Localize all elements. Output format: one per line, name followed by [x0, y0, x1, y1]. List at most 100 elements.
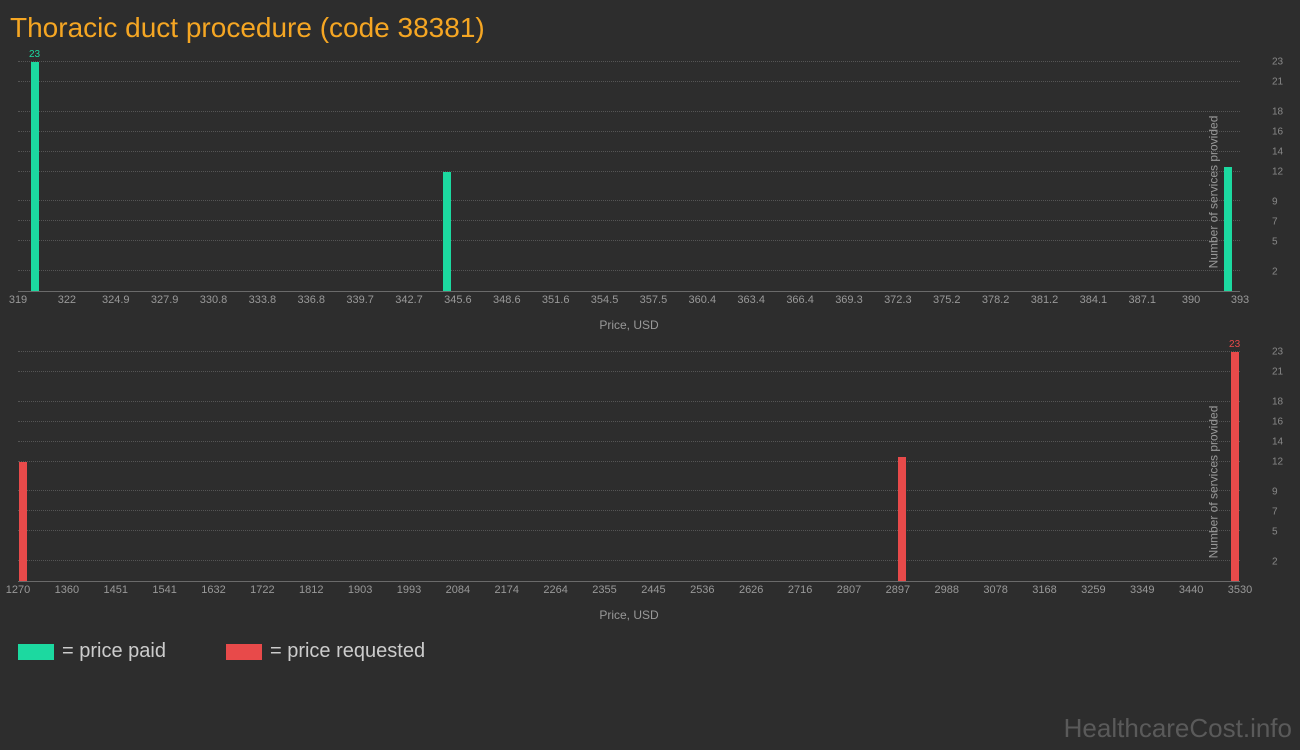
x-tick-label: 2355 — [592, 584, 616, 596]
x-tick-label: 319 — [9, 294, 27, 306]
y-tick-label: 9 — [1272, 197, 1278, 208]
x-tick-label: 327.9 — [151, 294, 179, 306]
gridline — [18, 220, 1240, 221]
x-tick-label: 3078 — [983, 584, 1007, 596]
legend-swatch-requested — [226, 644, 262, 660]
x-tick-label: 1632 — [201, 584, 225, 596]
bar: 23 — [31, 62, 39, 291]
y-tick-label: 12 — [1272, 457, 1283, 468]
x-tick-label: 2897 — [886, 584, 910, 596]
x-tick-label: 351.6 — [542, 294, 570, 306]
legend-label-requested: = price requested — [270, 640, 425, 663]
gridline — [18, 371, 1240, 372]
y-tick-label: 7 — [1272, 507, 1278, 518]
gridline — [18, 441, 1240, 442]
x-tick-label: 2626 — [739, 584, 763, 596]
y-tick-label: 2 — [1272, 267, 1278, 278]
x-tick-label: 2536 — [690, 584, 714, 596]
x-tick-label: 333.8 — [249, 294, 277, 306]
x-tick-label: 324.9 — [102, 294, 130, 306]
legend-label-paid: = price paid — [62, 640, 166, 663]
chart-container: 23 2 5 7 9 12 14 16 18 21 23 Number of services p… — [0, 52, 1300, 622]
y-tick-label: 23 — [1272, 347, 1283, 358]
y-axis-label-top: Number of services provided — [1207, 116, 1221, 269]
y-tick-label: 18 — [1272, 397, 1283, 408]
x-tick-label: 2084 — [446, 584, 470, 596]
legend-item-paid: = price paid — [18, 640, 166, 663]
legend: = price paid = price requested — [0, 632, 1300, 671]
plot-area-top: 23 — [18, 62, 1240, 292]
x-tick-label: 393 — [1231, 294, 1249, 306]
x-tick-label: 1812 — [299, 584, 323, 596]
chart-price-paid: 23 2579121416182123 Number of services p… — [18, 52, 1240, 332]
x-ticks-top: 319322324.9327.9330.8333.8336.8339.7342.… — [18, 292, 1240, 312]
x-tick-label: 345.6 — [444, 294, 472, 306]
gridline — [18, 200, 1240, 201]
x-tick-label: 1451 — [104, 584, 128, 596]
gridline — [18, 111, 1240, 112]
x-tick-label: 2807 — [837, 584, 861, 596]
x-tick-label: 322 — [58, 294, 76, 306]
x-tick-label: 2445 — [641, 584, 665, 596]
y-tick-label: 5 — [1272, 527, 1278, 538]
x-tick-label: 366.4 — [786, 294, 814, 306]
watermark: HealthcareCost.info — [1064, 713, 1292, 744]
gridline — [18, 401, 1240, 402]
x-tick-label: 342.7 — [395, 294, 423, 306]
y-tick-label: 21 — [1272, 77, 1283, 88]
x-tick-label: 2174 — [495, 584, 519, 596]
y-tick-label: 7 — [1272, 217, 1278, 228]
bar: 23 — [1231, 352, 1239, 581]
gridline — [18, 240, 1240, 241]
chart-price-requested: 23 2579121416182123 Number of services p… — [18, 342, 1240, 622]
bar-value-label: 23 — [1229, 339, 1240, 350]
legend-swatch-paid — [18, 644, 54, 660]
x-tick-label: 2988 — [934, 584, 958, 596]
y-axis-label-bottom: Number of services provided — [1207, 406, 1221, 559]
x-tick-label: 1541 — [152, 584, 176, 596]
gridline — [18, 560, 1240, 561]
y-tick-label: 16 — [1272, 127, 1283, 138]
x-tick-label: 354.5 — [591, 294, 619, 306]
gridline — [18, 351, 1240, 352]
x-tick-label: 339.7 — [346, 294, 374, 306]
y-tick-label: 5 — [1272, 237, 1278, 248]
y-tick-label: 16 — [1272, 417, 1283, 428]
y-tick-label: 9 — [1272, 487, 1278, 498]
x-tick-label: 3259 — [1081, 584, 1105, 596]
gridline — [18, 81, 1240, 82]
page-title: Thoracic duct procedure (code 38381) — [0, 0, 1300, 52]
gridline — [18, 171, 1240, 172]
y-tick-label: 18 — [1272, 107, 1283, 118]
x-tick-label: 375.2 — [933, 294, 961, 306]
gridline — [18, 510, 1240, 511]
x-tick-label: 3168 — [1032, 584, 1056, 596]
gridline — [18, 461, 1240, 462]
legend-item-requested: = price requested — [226, 640, 425, 663]
y-tick-label: 14 — [1272, 437, 1283, 448]
gridline — [18, 131, 1240, 132]
x-tick-label: 363.4 — [737, 294, 765, 306]
y-tick-label: 23 — [1272, 57, 1283, 68]
bar — [898, 457, 906, 581]
x-tick-label: 360.4 — [689, 294, 717, 306]
x-ticks-bottom: 1270136014511541163217221812190319932084… — [18, 582, 1240, 602]
x-tick-label: 1722 — [250, 584, 274, 596]
gridline — [18, 490, 1240, 491]
x-tick-label: 1993 — [397, 584, 421, 596]
x-tick-label: 1903 — [348, 584, 372, 596]
x-tick-label: 384.1 — [1080, 294, 1108, 306]
x-tick-label: 336.8 — [298, 294, 326, 306]
x-tick-label: 2716 — [788, 584, 812, 596]
x-tick-label: 1270 — [6, 584, 30, 596]
x-tick-label: 3530 — [1228, 584, 1252, 596]
x-tick-label: 348.6 — [493, 294, 521, 306]
bar — [19, 462, 27, 581]
y-tick-label: 14 — [1272, 147, 1283, 158]
x-tick-label: 372.3 — [884, 294, 912, 306]
x-tick-label: 330.8 — [200, 294, 228, 306]
gridline — [18, 61, 1240, 62]
x-tick-label: 381.2 — [1031, 294, 1059, 306]
y-tick-label: 2 — [1272, 557, 1278, 568]
x-tick-label: 2264 — [543, 584, 567, 596]
